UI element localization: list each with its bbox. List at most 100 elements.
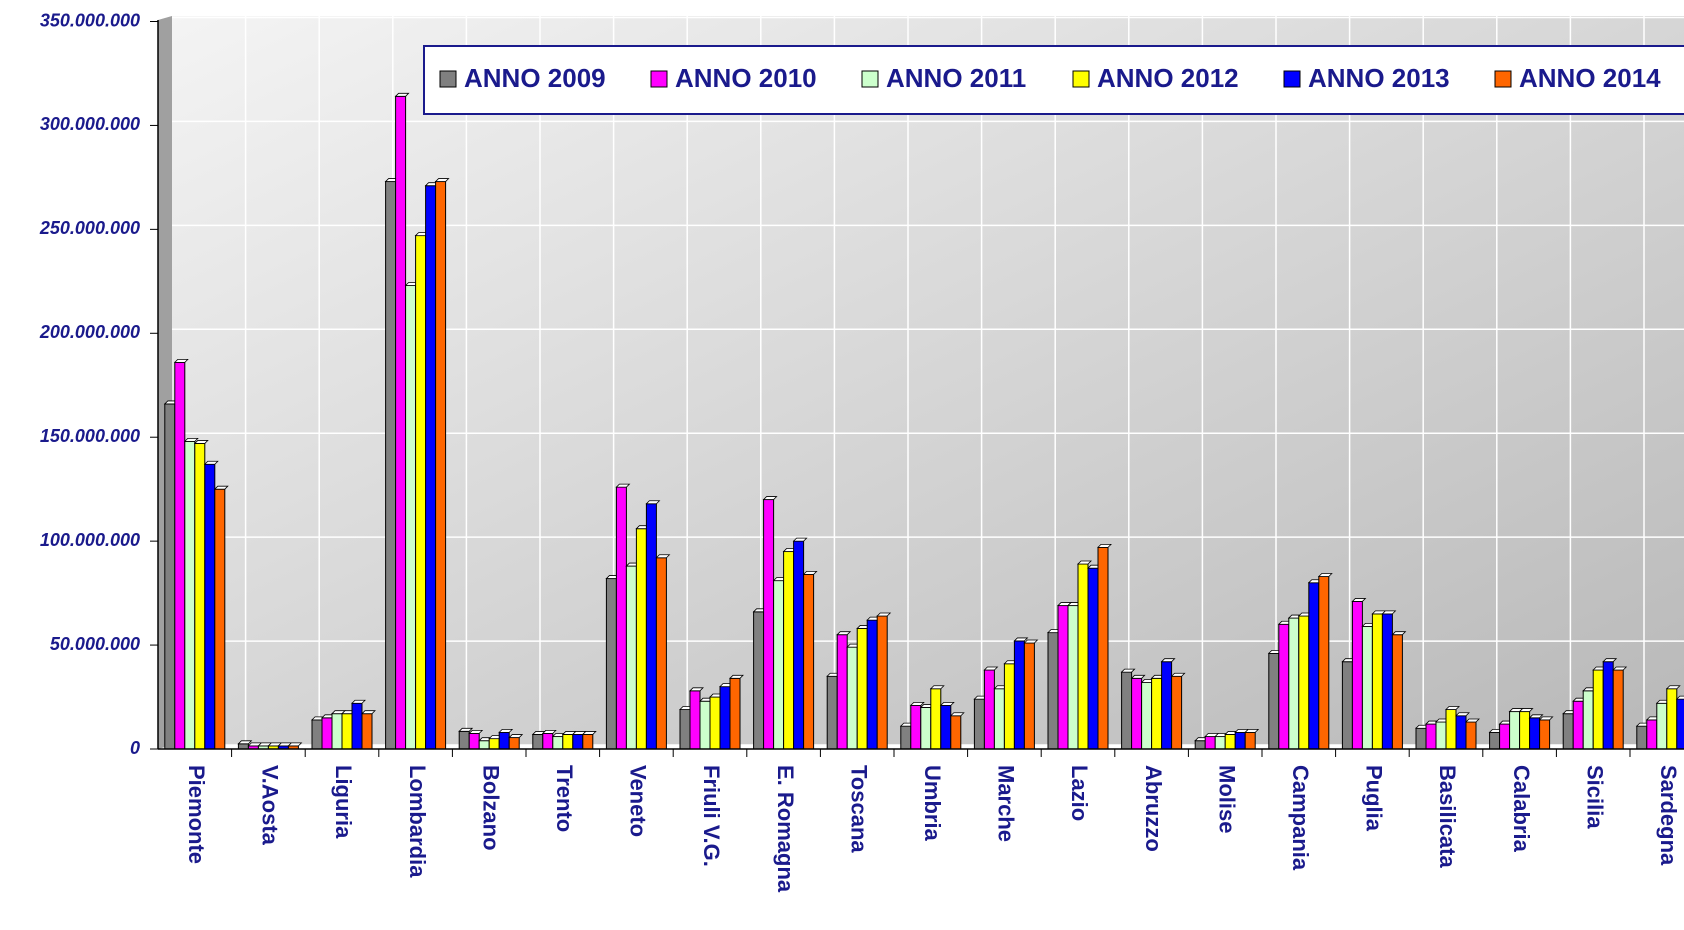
bar bbox=[1572, 700, 1584, 750]
bar bbox=[1435, 721, 1447, 750]
legend-label: ANNO 2014 bbox=[1519, 63, 1661, 93]
bar bbox=[1636, 725, 1648, 750]
bar-top bbox=[762, 496, 778, 500]
bar bbox=[1529, 717, 1541, 750]
bar-top bbox=[173, 358, 189, 363]
bar bbox=[1341, 661, 1353, 750]
bar-top bbox=[1170, 672, 1186, 677]
bar bbox=[1047, 632, 1059, 750]
y-tick-label: 250.000.000 bbox=[39, 218, 140, 238]
bar bbox=[311, 719, 323, 750]
bar bbox=[605, 578, 617, 750]
bar bbox=[1121, 671, 1133, 750]
bar bbox=[1318, 575, 1330, 750]
bar bbox=[1244, 731, 1256, 750]
x-tick-label: Umbria bbox=[920, 765, 945, 842]
bar bbox=[615, 486, 627, 750]
bar bbox=[655, 557, 667, 750]
bar bbox=[331, 713, 343, 750]
bar-top bbox=[213, 485, 229, 490]
bar bbox=[1151, 677, 1163, 750]
x-tick-label: Puglia bbox=[1362, 765, 1387, 832]
bar bbox=[910, 704, 922, 750]
bar bbox=[1171, 675, 1183, 750]
x-tick-label: V.Aosta bbox=[258, 765, 283, 846]
legend-swatch bbox=[861, 70, 879, 88]
bar-top bbox=[645, 500, 661, 505]
bar bbox=[719, 686, 731, 750]
x-tick-label: Sardegna bbox=[1656, 765, 1681, 866]
bar bbox=[1465, 721, 1477, 750]
bar bbox=[1214, 736, 1226, 750]
bar-top bbox=[1602, 658, 1618, 663]
bar bbox=[699, 700, 711, 750]
bar bbox=[435, 181, 447, 750]
y-tick-label: 150.000.000 bbox=[40, 426, 140, 446]
bar-top bbox=[458, 727, 474, 732]
x-tick-label: Trento bbox=[552, 765, 577, 832]
bar bbox=[174, 361, 186, 750]
bar bbox=[385, 181, 397, 750]
bar-top bbox=[1455, 712, 1470, 717]
bar bbox=[552, 736, 564, 750]
bar bbox=[876, 615, 888, 750]
bar bbox=[1141, 681, 1153, 750]
bar-top bbox=[1120, 668, 1136, 673]
bar-top bbox=[1160, 658, 1176, 663]
bar-top bbox=[909, 701, 925, 706]
bar bbox=[562, 733, 574, 750]
bar bbox=[1489, 731, 1501, 750]
bar bbox=[1077, 563, 1089, 750]
x-tick-label: Campania bbox=[1288, 765, 1313, 871]
bar-top bbox=[949, 712, 965, 717]
x-tick-label: Lazio bbox=[1067, 765, 1092, 821]
bar bbox=[635, 528, 647, 750]
bar-top bbox=[468, 730, 484, 734]
bar bbox=[341, 713, 353, 750]
legend-label: ANNO 2009 bbox=[464, 63, 606, 93]
bar bbox=[1391, 634, 1403, 750]
bar bbox=[826, 675, 838, 750]
bar bbox=[1562, 713, 1574, 750]
bar bbox=[415, 235, 427, 750]
x-tick-label: Bolzano bbox=[478, 765, 503, 851]
bar-top bbox=[1612, 666, 1628, 671]
bar bbox=[498, 731, 510, 750]
bar bbox=[993, 688, 1005, 750]
x-tick-label: Liguria bbox=[331, 765, 356, 839]
bar bbox=[1666, 688, 1678, 750]
bar-top bbox=[1244, 728, 1260, 733]
bar bbox=[709, 696, 721, 750]
bar-top bbox=[287, 742, 303, 747]
bar bbox=[1023, 642, 1035, 750]
bar-top bbox=[581, 731, 597, 735]
bar bbox=[1131, 677, 1143, 750]
bar bbox=[689, 690, 701, 750]
bar bbox=[237, 743, 249, 750]
bar-top bbox=[655, 554, 671, 559]
bar bbox=[488, 738, 500, 750]
bar bbox=[729, 677, 741, 750]
bar bbox=[1224, 733, 1236, 750]
bar bbox=[1582, 690, 1594, 750]
bar-top bbox=[1465, 718, 1480, 723]
bar bbox=[194, 442, 206, 750]
x-tick-label: Toscana bbox=[846, 765, 871, 853]
bar bbox=[783, 551, 795, 750]
bar-top bbox=[193, 440, 209, 444]
bar-top bbox=[1013, 637, 1029, 642]
bar-top bbox=[1445, 706, 1460, 710]
x-tick-label: Lombardia bbox=[405, 765, 430, 878]
y-tick-label: 300.000.000 bbox=[40, 114, 140, 134]
bar-top bbox=[1130, 674, 1146, 679]
bar bbox=[1612, 669, 1624, 750]
bar bbox=[1509, 711, 1521, 750]
bar-top bbox=[939, 701, 955, 706]
bar bbox=[1013, 640, 1025, 750]
bar bbox=[793, 540, 805, 750]
bar-top bbox=[237, 740, 253, 745]
bar bbox=[1067, 605, 1079, 750]
y-tick-label: 50.000.000 bbox=[50, 634, 140, 654]
bar-top bbox=[729, 674, 744, 679]
